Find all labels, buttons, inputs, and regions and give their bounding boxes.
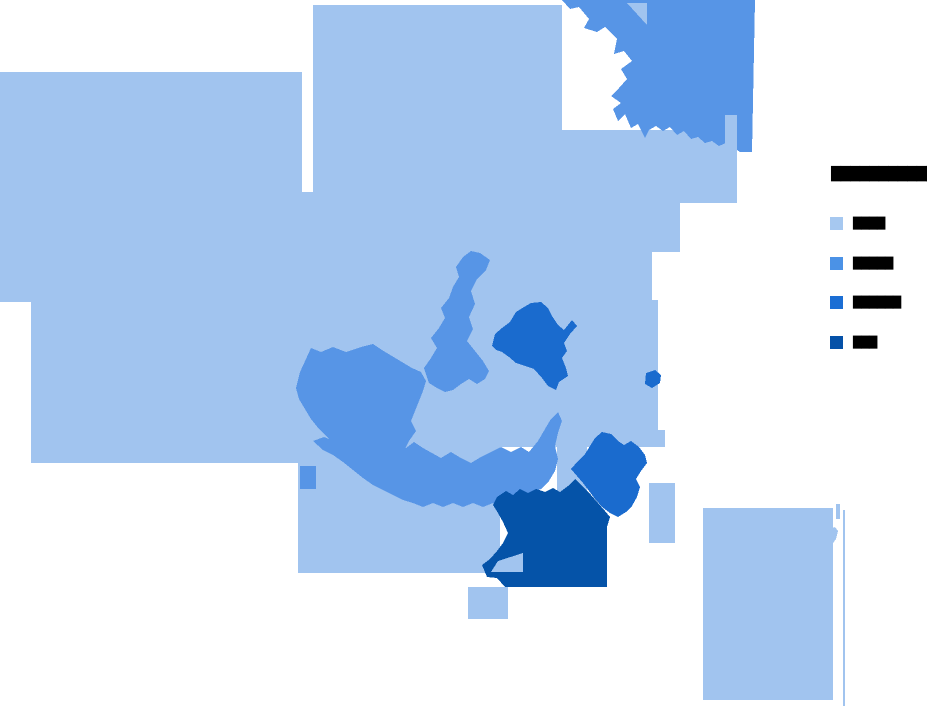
legend-label-redacted: ████ — [853, 217, 885, 230]
map-region-east-coastal-strip[interactable] — [649, 483, 675, 543]
legend-item-level4[interactable]: ███ — [830, 336, 877, 349]
map-region-north-central-arm[interactable] — [424, 251, 490, 392]
map-notch-column — [725, 115, 737, 152]
map-inset-border-line — [843, 510, 845, 706]
map-inset-islet — [827, 527, 838, 546]
legend-swatch-level3 — [830, 296, 843, 309]
map-inset-box[interactable] — [703, 504, 845, 706]
map-inset-islet — [836, 504, 840, 519]
legend-label-redacted: █████ — [853, 257, 893, 270]
map-region-center-part[interactable] — [313, 192, 680, 252]
map-region-small-central-square[interactable] — [300, 466, 316, 489]
map-region-northeast[interactable] — [562, 0, 755, 152]
map-region-west-part[interactable] — [302, 192, 313, 440]
map-region-east-coast-dot[interactable] — [645, 370, 661, 388]
map-notch-navy-wedge — [491, 553, 523, 572]
legend-item-level2[interactable]: █████ — [830, 257, 893, 270]
legend-item-level3[interactable]: ██████ — [830, 296, 901, 309]
legend-swatch-level4 — [830, 336, 843, 349]
map-region-central-dark[interactable] — [492, 302, 577, 390]
map-region-west-large[interactable] — [0, 5, 737, 573]
map-region-southeast-dark[interactable] — [571, 432, 647, 517]
legend-title-redacted: ████████████ — [831, 167, 927, 182]
legend-swatch-level1 — [830, 217, 843, 230]
map-notch-triangle — [627, 3, 647, 25]
map-inset-area[interactable] — [703, 508, 833, 700]
legend-label-redacted: ███ — [853, 336, 877, 349]
map-region-north-part[interactable] — [313, 5, 562, 192]
legend-item-level1[interactable]: ████ — [830, 217, 885, 230]
map-region-south-central-belt[interactable] — [313, 412, 562, 507]
map-region-west-part[interactable] — [31, 302, 302, 463]
legend-label-redacted: ██████ — [853, 296, 901, 309]
map-region-south-island-square[interactable] — [468, 587, 508, 619]
legend-swatch-level2 — [830, 257, 843, 270]
map-region-west-part[interactable] — [0, 72, 302, 302]
